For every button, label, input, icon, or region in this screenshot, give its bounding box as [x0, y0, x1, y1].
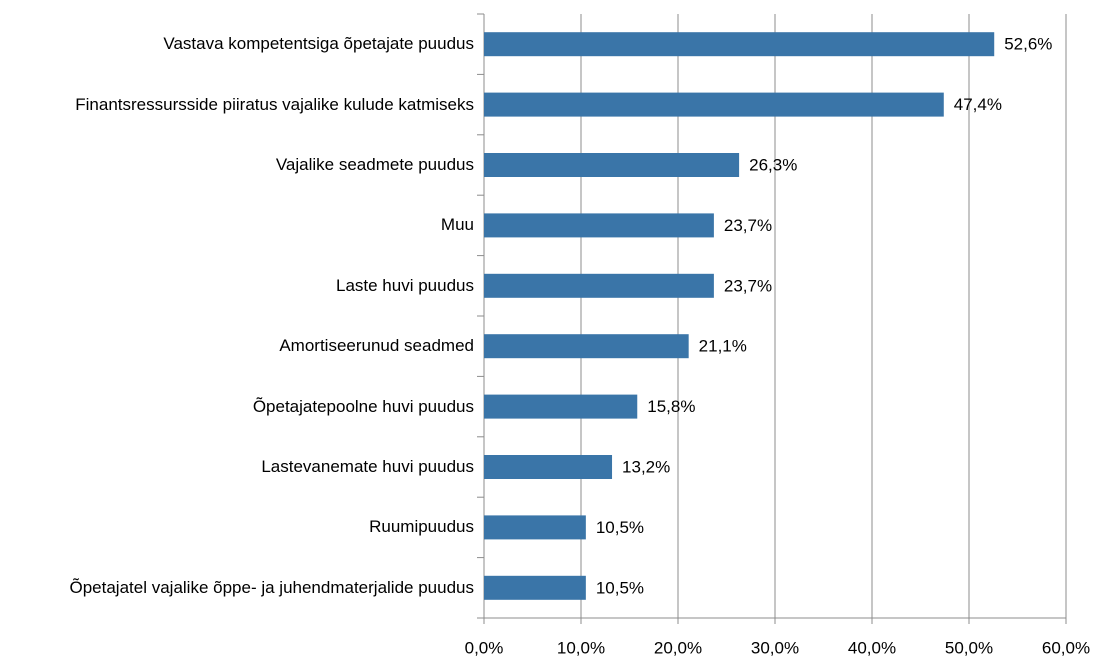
- category-text: Õpetajatepoolne huvi puudus: [252, 396, 474, 416]
- y-tick-label: Vajalike seadmete puudus: [6, 135, 474, 195]
- bar: [484, 575, 586, 600]
- bar: [484, 32, 995, 57]
- data-label: 21,1%: [699, 337, 747, 356]
- y-tick-label: Ruumipuudus: [6, 497, 474, 557]
- y-tick-label: Finantsressursside piiratus vajalike kul…: [6, 75, 474, 135]
- y-tick-label: Laste huvi puudus: [6, 256, 474, 316]
- data-label: 47,4%: [954, 95, 1002, 114]
- x-tick-label: 10,0%: [557, 638, 605, 657]
- category-text: Vajalike seadmete puudus: [275, 155, 474, 174]
- data-label: 10,5%: [596, 518, 644, 537]
- category-text: Lastevanemate huvi puudus: [261, 457, 474, 476]
- data-label: 23,7%: [724, 276, 772, 295]
- bar: [484, 273, 714, 298]
- x-tick-label: 40,0%: [848, 638, 896, 657]
- category-text: Muu: [440, 215, 474, 235]
- y-tick-label: Vastava kompetentsiga õpetajate puudus: [6, 14, 474, 74]
- category-text: Õpetajatel vajalike õppe- ja juhendmater…: [69, 577, 475, 597]
- bar: [484, 515, 586, 540]
- y-tick-label: Amortiseerunud seadmed: [6, 316, 474, 376]
- x-tick-label: 60,0%: [1042, 638, 1090, 657]
- bar: [484, 334, 689, 359]
- bar: [484, 213, 714, 238]
- data-label: 13,2%: [622, 457, 670, 476]
- category-text: Ruumipuudus: [369, 517, 474, 537]
- x-tick-label: 30,0%: [751, 638, 799, 657]
- y-tick-label: Lastevanemate huvi puudus: [6, 437, 474, 497]
- y-tick-label: Õpetajatepoolne huvi puudus: [6, 377, 474, 437]
- x-tick-label: 50,0%: [945, 638, 993, 657]
- category-text: Finantsressursside piiratus vajalike kul…: [75, 94, 474, 114]
- bar: [484, 394, 638, 419]
- data-label: 15,8%: [647, 397, 695, 416]
- bar: [484, 455, 613, 479]
- category-text: Vastava kompetentsiga õpetajate puudus: [163, 34, 474, 54]
- bar: [484, 92, 944, 117]
- data-label: 23,7%: [724, 216, 772, 235]
- x-tick-label: 20,0%: [654, 638, 702, 657]
- data-label: 52,6%: [1004, 35, 1052, 54]
- data-label: 26,3%: [749, 155, 797, 174]
- category-text: Laste huvi puudus: [336, 275, 474, 295]
- x-tick-label: 0,0%: [465, 638, 504, 657]
- data-label: 10,5%: [596, 578, 644, 597]
- y-tick-label: Muu: [6, 195, 474, 255]
- bar: [484, 153, 740, 177]
- y-tick-label: Õpetajatel vajalike õppe- ja juhendmater…: [6, 558, 475, 618]
- category-text: Amortiseerunud seadmed: [279, 336, 474, 356]
